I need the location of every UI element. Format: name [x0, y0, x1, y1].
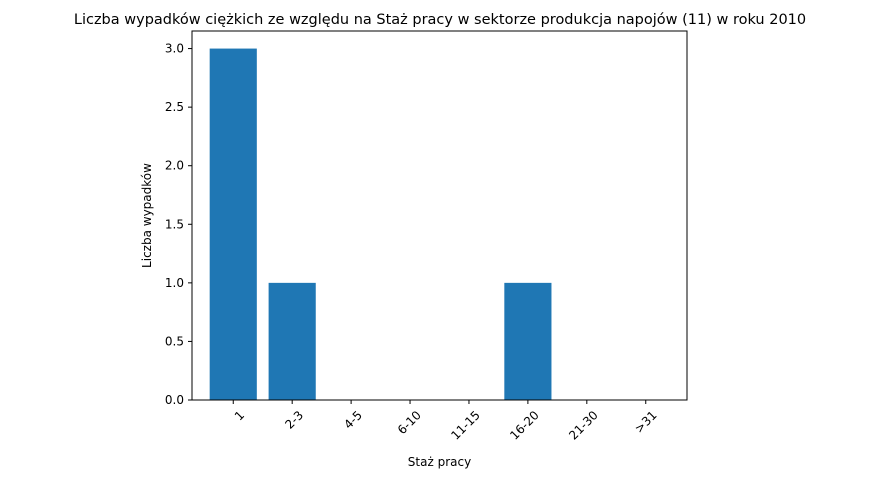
x-tick-label: 11-15	[448, 408, 483, 443]
y-tick-label: 2.5	[165, 100, 184, 114]
x-tick-label: >31	[632, 408, 660, 436]
y-tick-label: 3.0	[165, 42, 184, 56]
y-axis-label: Liczba wypadków	[140, 163, 154, 268]
x-tick-label: 1	[232, 408, 247, 423]
bars-group	[209, 48, 552, 400]
bar-1	[209, 48, 257, 400]
bar-2-3	[268, 282, 316, 400]
y-tick-label: 1.0	[165, 276, 184, 290]
y-axis-ticks: 0.0 0.5 1.0 1.5 2.0 2.5 3.0	[165, 42, 192, 407]
x-tick-label: 21-30	[566, 408, 601, 443]
x-axis-label: Staż pracy	[408, 455, 471, 469]
x-tick-label: 6-10	[395, 408, 424, 437]
x-tick-label: 16-20	[507, 408, 542, 443]
y-tick-label: 0.5	[165, 334, 184, 348]
y-tick-label: 2.0	[165, 159, 184, 173]
chart-title: Liczba wypadków ciężkich ze względu na S…	[74, 12, 806, 28]
y-tick-label: 0.0	[165, 393, 184, 407]
x-tick-label: 4-5	[341, 408, 365, 432]
x-axis-ticks: 1 2-3 4-5 6-10 11-15 16-20 21-30 >31	[232, 400, 660, 443]
bar-16-20	[504, 282, 552, 400]
x-tick-label: 2-3	[282, 408, 306, 432]
plot-frame	[191, 30, 688, 401]
y-tick-label: 1.5	[165, 217, 184, 231]
